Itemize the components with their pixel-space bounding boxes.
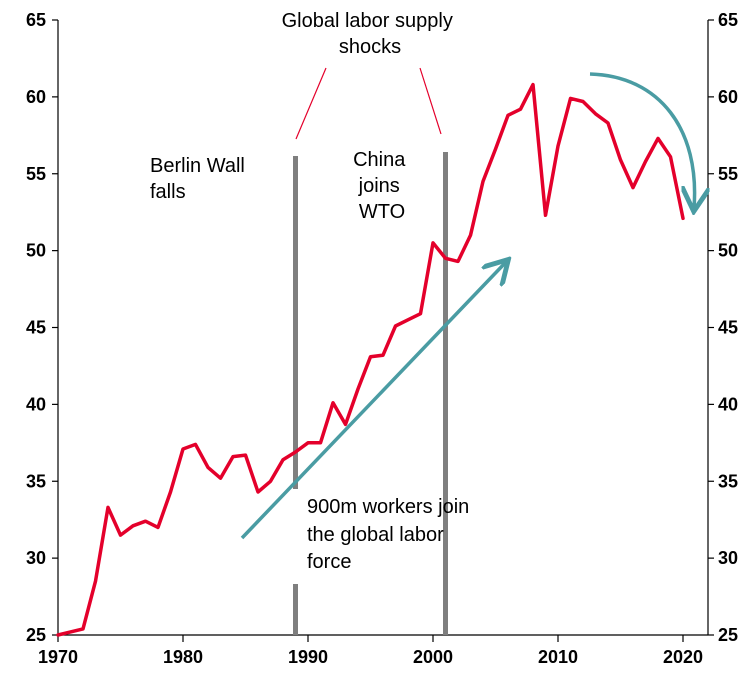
y-tick-label-right: 60 [718,87,738,107]
y-tick-label-right: 65 [718,10,738,30]
x-tick-label: 2000 [413,647,453,667]
header-pointer-right [419,67,442,135]
workers-line-2: the global labor [307,524,444,546]
china-line-2: joins [358,175,400,197]
y-tick-label-left: 55 [26,164,46,184]
down-trend-arrow [589,72,695,208]
y-tick-label-left: 30 [26,548,46,568]
y-tick-label-right: 50 [718,241,738,261]
y-tick-label-left: 35 [26,471,46,491]
china-line-1: China [353,149,406,171]
berlin-line-2: falls [150,181,186,203]
y-tick-label-left: 65 [26,10,46,30]
annotation-labels: Global labor supply shocks Berlin Wall f… [150,10,475,584]
x-tick-label: 1980 [163,647,203,667]
workers-annotation: 900m workers join the global labor force [307,496,475,573]
berlin-line-1: Berlin Wall [150,155,245,177]
up-trend-arrow [240,262,506,540]
y-tick-label-left: 50 [26,241,46,261]
y-tick-label-right: 45 [718,318,738,338]
header-line-2: shocks [339,36,401,58]
trend-arrows [240,72,695,540]
series-line [56,82,685,637]
berlin-wall-annotation: Berlin Wall falls [150,155,250,203]
y-tick-label-left: 40 [26,394,46,414]
y-tick-label-right: 35 [718,471,738,491]
y-tick-label-left: 60 [26,87,46,107]
header-pointer-left [295,67,327,140]
workers-line-3: force [307,551,351,573]
x-tick-label: 2020 [663,647,703,667]
y-tick-label-right: 55 [718,164,738,184]
x-tick-label: 1970 [38,647,78,667]
header-annotation: Global labor supply shocks [282,10,459,58]
y-tick-label-left: 45 [26,318,46,338]
china-wto-annotation: China joins WTO [353,149,411,223]
y-tick-label-right: 30 [718,548,738,568]
workers-annotation-background [292,489,442,584]
workers-line-1: 900m workers join [307,496,469,518]
series-layer [56,82,685,637]
header-line-1: Global labor supply [282,10,453,32]
china-line-3: WTO [359,201,405,223]
y-tick-label-right: 25 [718,625,738,645]
y-tick-label-right: 40 [718,394,738,414]
x-tick-label: 1990 [288,647,328,667]
x-tick-label: 2010 [538,647,578,667]
axes: 25 25 30 30 35 35 40 40 45 45 50 50 55 55 60 60 65 65 1970… [26,10,738,667]
y-tick-label-left: 25 [26,625,46,645]
